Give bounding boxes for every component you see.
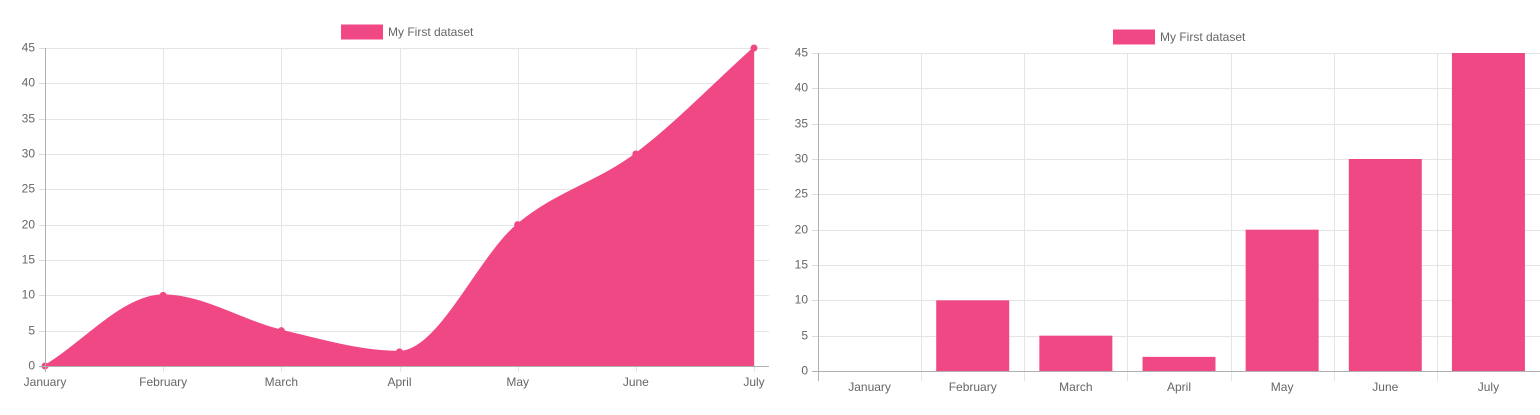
- bar[interactable]: [936, 300, 1010, 371]
- data-point[interactable]: [159, 291, 167, 299]
- data-point[interactable]: [396, 348, 403, 356]
- y-tick-label: 5: [801, 329, 808, 343]
- y-tick-label: 35: [22, 112, 36, 126]
- legend-label: My First dataset: [388, 25, 474, 39]
- x-tick-label: July: [743, 375, 764, 389]
- y-tick-label: 20: [22, 218, 36, 232]
- bar[interactable]: [1142, 356, 1216, 371]
- bar[interactable]: [1451, 53, 1525, 371]
- x-tick-label: April: [1167, 380, 1191, 394]
- x-tick-label: May: [1271, 380, 1294, 394]
- y-tick-label: 25: [22, 182, 36, 196]
- x-tick-label: March: [1059, 380, 1092, 394]
- legend-swatch: [1113, 29, 1155, 45]
- bar[interactable]: [1245, 229, 1319, 371]
- y-tick-label: 30: [795, 152, 809, 166]
- bar[interactable]: [1039, 335, 1113, 371]
- x-tick-label: March: [265, 375, 298, 389]
- bar-chart: My First dataset 0 5 10 15 20 25 30 35 40 45 Januar…: [795, 29, 1540, 394]
- x-tick-label: May: [506, 375, 529, 389]
- legend[interactable]: My First dataset: [1113, 29, 1246, 45]
- x-tick-label: June: [1372, 380, 1398, 394]
- y-tick-label: 30: [22, 147, 36, 161]
- y-tick-label: 40: [795, 81, 809, 95]
- x-tick-label: June: [623, 375, 649, 389]
- legend-swatch: [341, 24, 383, 40]
- y-tick-label: 10: [22, 288, 36, 302]
- y-tick-label: 45: [795, 46, 809, 60]
- x-tick-label: July: [1478, 380, 1499, 394]
- y-tick-label: 0: [28, 359, 35, 373]
- y-tick-label: 0: [801, 364, 808, 378]
- legend-label: My First dataset: [1160, 30, 1246, 44]
- legend[interactable]: My First dataset: [341, 24, 474, 40]
- data-point[interactable]: [750, 44, 758, 52]
- x-tick-label: April: [387, 375, 411, 389]
- y-tick-label: 15: [22, 253, 36, 267]
- y-tick-label: 25: [795, 187, 809, 201]
- y-tick-label: 45: [22, 41, 36, 55]
- data-point[interactable]: [514, 221, 522, 229]
- y-tick-label: 15: [795, 258, 809, 272]
- data-point[interactable]: [632, 150, 640, 158]
- bar[interactable]: [1348, 159, 1422, 371]
- y-tick-label: 5: [28, 324, 35, 338]
- x-tick-label: February: [139, 375, 187, 389]
- x-tick-label: February: [949, 380, 997, 394]
- y-tick-label: 35: [795, 117, 809, 131]
- x-tick-label: January: [848, 380, 891, 394]
- y-tick-label: 20: [795, 223, 809, 237]
- data-point[interactable]: [277, 327, 285, 335]
- x-tick-label: January: [24, 375, 67, 389]
- y-tick-label: 10: [795, 293, 809, 307]
- area-chart: My First dataset 0 5 10 15 20 25 30 35 40 45 Januar…: [22, 24, 769, 389]
- y-tick-label: 40: [22, 76, 36, 90]
- area-fill: [45, 48, 754, 366]
